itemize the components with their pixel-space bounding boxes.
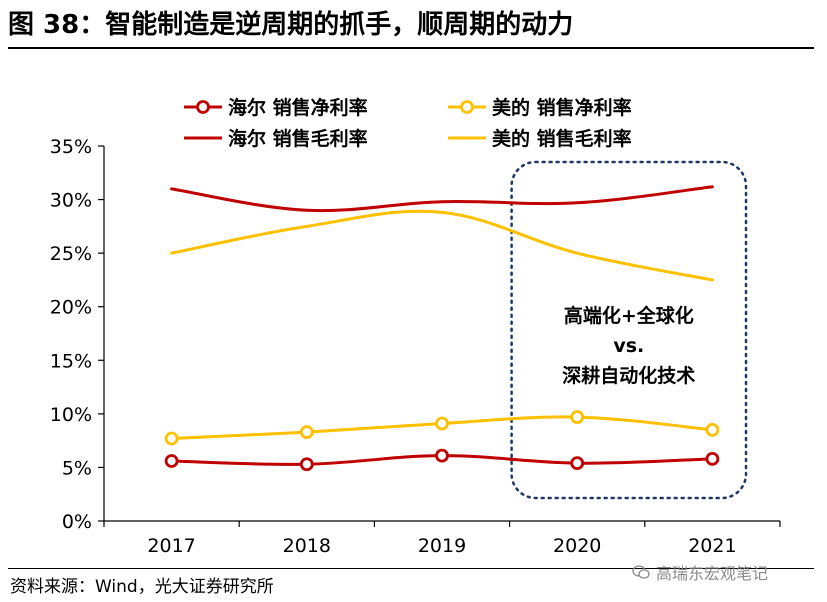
series-marker (435, 448, 449, 463)
chart-axes: 0% 5% 10% 15% 20% 25% 30% 35% 2017 2018 2019 2020 20… (50, 136, 781, 557)
x-tick-label: 2021 (688, 535, 736, 557)
legend-label: 海尔 销售毛利率 (228, 127, 368, 150)
watermark: 高瑞东宏观笔记 (632, 560, 768, 584)
y-tick-label: 0% (62, 511, 92, 533)
legend-marker (196, 100, 210, 114)
legend-label: 美的 销售毛利率 (492, 127, 632, 150)
legend-label: 海尔 销售净利率 (228, 96, 368, 119)
series-marker (705, 423, 720, 437)
y-tick-label: 30% (50, 190, 92, 212)
x-tick-label: 2018 (283, 535, 331, 557)
series-line (170, 185, 714, 213)
x-tick-label: 2020 (553, 535, 601, 557)
x-tick-label: 2017 (147, 535, 195, 557)
title-divider (8, 47, 814, 49)
series-marker (570, 410, 585, 424)
y-tick-label: 35% (50, 136, 92, 158)
wechat-icon (632, 565, 650, 579)
legend-label: 美的 销售净利率 (492, 96, 632, 119)
y-tick-label: 10% (50, 404, 92, 426)
y-tick-label: 15% (50, 350, 92, 372)
annotation-text: vs. (613, 335, 644, 357)
annotation-text: 高端化+全球化 (564, 304, 694, 327)
source-note: 资料来源：Wind，光大证券研究所 (10, 577, 274, 597)
y-tick-label: 25% (50, 243, 92, 265)
y-tick-label: 5% (62, 457, 92, 479)
series-marker (299, 457, 314, 472)
page-title: 图 38：智能制造是逆周期的抓手，顺周期的动力 (8, 10, 574, 40)
x-tick-label: 2019 (418, 535, 466, 557)
chart-annotation: 高端化+全球化 vs. 深耕自动化技术 (510, 160, 748, 500)
series-marker (299, 425, 314, 439)
watermark-text: 高瑞东宏观笔记 (656, 564, 769, 583)
chart-series (164, 185, 720, 472)
y-tick-label: 20% (50, 297, 92, 319)
line-chart: 0% 5% 10% 15% 20% 25% 30% 35% 2017 2018 2019 2020 20… (50, 96, 781, 557)
series-marker (705, 451, 720, 466)
legend-marker (460, 100, 474, 114)
series-marker (570, 456, 585, 471)
annotation-box (510, 160, 748, 500)
annotation-text: 深耕自动化技术 (562, 364, 695, 387)
source-divider (8, 568, 814, 569)
series-marker (164, 454, 179, 468)
series-marker (164, 431, 179, 446)
series-marker (435, 416, 449, 431)
series-line (170, 209, 714, 282)
